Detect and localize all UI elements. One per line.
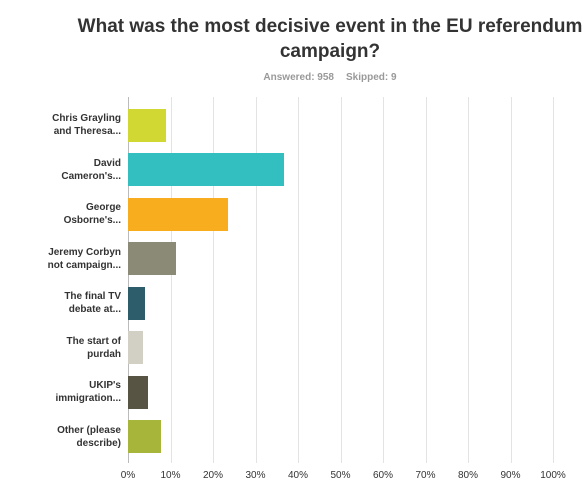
grid-line	[340, 97, 342, 463]
grid-line	[510, 97, 512, 463]
grid-line	[425, 97, 427, 463]
x-tick-label: 70%	[415, 470, 436, 481]
x-tick-label: 80%	[457, 470, 479, 481]
category-label: Jeremy Corbyn not campaign...	[47, 246, 121, 271]
x-tick-label: 50%	[330, 470, 351, 481]
grid-line	[170, 97, 172, 463]
skipped: Skipped: 9	[346, 72, 397, 83]
grid-line	[553, 97, 554, 463]
category-label: Chris Grayling and Theresa...	[52, 113, 121, 138]
category-label: The final TV debate at...	[64, 291, 121, 316]
grid-line	[468, 97, 469, 463]
x-tick-label: 20%	[202, 470, 224, 481]
bar	[128, 331, 143, 365]
x-tick-label: 0%	[120, 470, 136, 481]
bar	[128, 197, 228, 231]
chart-title: What was the most decisive event in the …	[77, 16, 583, 62]
grid-line	[128, 97, 129, 463]
x-tick-label: 90%	[500, 470, 521, 481]
answered: Answered: 958	[263, 72, 334, 83]
category-label: David Cameron's...	[61, 157, 121, 182]
bar	[128, 286, 145, 320]
category-label: UKIP's immigration...	[55, 380, 121, 405]
category-label: George Osborne's...	[63, 202, 121, 227]
bar	[128, 242, 177, 276]
category-label: Other (please describe)	[57, 424, 121, 449]
response-stats: Answered: 958 Skipped: 9	[40, 72, 585, 83]
bar	[128, 420, 162, 454]
bar	[128, 375, 148, 409]
bar	[128, 108, 167, 142]
bar	[128, 153, 284, 187]
grid-line	[213, 97, 214, 463]
x-tick-label: 40%	[287, 470, 309, 481]
x-tick-label: 100%	[540, 470, 566, 481]
category-label: The start of purdah	[66, 335, 121, 360]
x-tick-label: 30%	[245, 470, 266, 481]
grid-line	[255, 97, 257, 463]
grid-line	[383, 97, 384, 463]
x-tick-label: 10%	[160, 470, 181, 481]
grid-line	[298, 97, 299, 463]
x-tick-label: 60%	[372, 470, 394, 481]
